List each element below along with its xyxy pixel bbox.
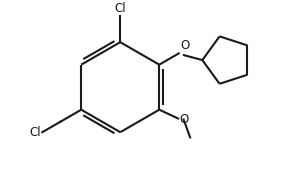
Text: O: O: [180, 39, 189, 52]
Text: O: O: [179, 113, 189, 126]
Text: Cl: Cl: [114, 2, 126, 15]
Text: Cl: Cl: [29, 126, 40, 139]
